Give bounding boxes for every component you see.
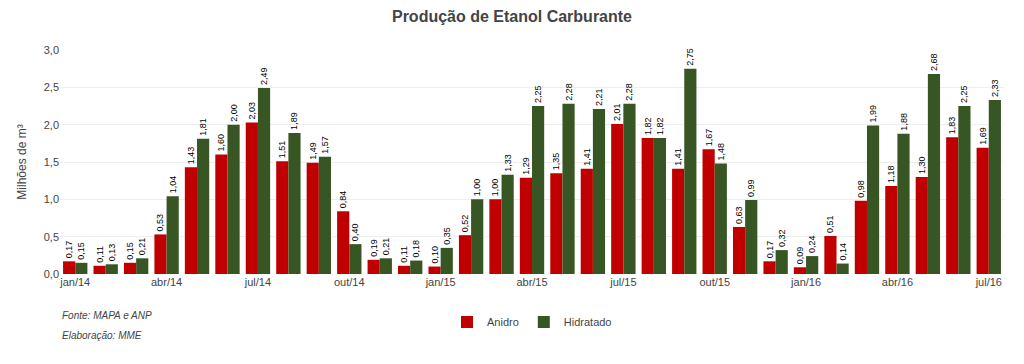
svg-text:1,60: 1,60 xyxy=(216,134,226,152)
svg-text:0,17: 0,17 xyxy=(64,241,74,259)
svg-text:2,68: 2,68 xyxy=(929,53,939,71)
svg-text:1,88: 1,88 xyxy=(899,113,909,131)
svg-text:1,29: 1,29 xyxy=(521,157,531,175)
svg-text:1,82: 1,82 xyxy=(655,118,665,136)
svg-text:0,21: 0,21 xyxy=(381,238,391,256)
svg-text:1,30: 1,30 xyxy=(917,156,927,174)
svg-text:1,35: 1,35 xyxy=(551,153,561,171)
svg-text:0,17: 0,17 xyxy=(765,241,775,259)
svg-text:1,83: 1,83 xyxy=(947,117,957,135)
svg-text:0,15: 0,15 xyxy=(125,242,135,260)
svg-text:0,84: 0,84 xyxy=(338,191,348,209)
svg-text:jul/16: jul/16 xyxy=(975,276,1002,288)
svg-text:0,53: 0,53 xyxy=(155,214,165,232)
svg-text:2,75: 2,75 xyxy=(685,48,695,66)
svg-text:0,14: 0,14 xyxy=(838,243,848,261)
svg-text:1,41: 1,41 xyxy=(582,148,592,166)
svg-text:2,28: 2,28 xyxy=(624,83,634,101)
svg-text:2,25: 2,25 xyxy=(533,85,543,103)
svg-text:1,43: 1,43 xyxy=(186,147,196,165)
svg-text:3,0: 3,0 xyxy=(44,44,59,56)
svg-text:Fonte: MAPA e ANP: Fonte: MAPA e ANP xyxy=(62,310,152,321)
svg-text:1,81: 1,81 xyxy=(198,118,208,136)
svg-text:1,49: 1,49 xyxy=(308,142,318,160)
svg-text:Anidro: Anidro xyxy=(487,316,519,328)
svg-text:1,51: 1,51 xyxy=(277,141,287,159)
svg-text:2,25: 2,25 xyxy=(959,85,969,103)
svg-text:jul/14: jul/14 xyxy=(244,276,271,288)
svg-text:0,0: 0,0 xyxy=(44,268,59,280)
svg-text:2,01: 2,01 xyxy=(612,103,622,121)
svg-text:1,41: 1,41 xyxy=(673,148,683,166)
svg-text:0,13: 0,13 xyxy=(107,244,117,262)
svg-text:jan/16: jan/16 xyxy=(790,276,821,288)
svg-text:1,5: 1,5 xyxy=(44,156,59,168)
svg-text:2,49: 2,49 xyxy=(259,68,269,86)
svg-text:2,28: 2,28 xyxy=(564,83,574,101)
svg-text:1,67: 1,67 xyxy=(704,129,714,147)
svg-text:out/14: out/14 xyxy=(334,276,365,288)
svg-text:abr/14: abr/14 xyxy=(151,276,182,288)
svg-text:1,00: 1,00 xyxy=(472,179,482,197)
svg-text:0,35: 0,35 xyxy=(442,227,452,245)
svg-text:Produção de Etanol Carburante: Produção de Etanol Carburante xyxy=(392,8,632,25)
svg-text:0,99: 0,99 xyxy=(746,180,756,198)
svg-text:abr/16: abr/16 xyxy=(882,276,913,288)
svg-text:0,15: 0,15 xyxy=(76,242,86,260)
svg-text:1,33: 1,33 xyxy=(503,154,513,172)
svg-text:2,5: 2,5 xyxy=(44,81,59,93)
svg-text:1,18: 1,18 xyxy=(886,165,896,183)
svg-text:0,11: 0,11 xyxy=(399,246,409,263)
svg-text:Elaboração: MME: Elaboração: MME xyxy=(62,330,142,341)
svg-text:2,21: 2,21 xyxy=(594,88,604,106)
svg-text:0,21: 0,21 xyxy=(137,238,147,256)
svg-text:0,98: 0,98 xyxy=(856,180,866,198)
svg-text:out/15: out/15 xyxy=(699,276,730,288)
svg-text:0,51: 0,51 xyxy=(825,215,835,233)
svg-text:0,19: 0,19 xyxy=(369,239,379,257)
svg-text:0,40: 0,40 xyxy=(350,224,360,242)
svg-text:jul/15: jul/15 xyxy=(609,276,636,288)
svg-text:2,33: 2,33 xyxy=(990,79,1000,97)
svg-text:1,89: 1,89 xyxy=(289,112,299,130)
svg-text:1,99: 1,99 xyxy=(868,105,878,123)
svg-text:0,09: 0,09 xyxy=(795,247,805,265)
svg-text:1,57: 1,57 xyxy=(320,136,330,154)
svg-text:1,82: 1,82 xyxy=(643,118,653,136)
svg-text:1,48: 1,48 xyxy=(716,143,726,161)
svg-text:jan/15: jan/15 xyxy=(425,276,456,288)
svg-text:Milhões de m³: Milhões de m³ xyxy=(15,124,29,199)
svg-text:0,52: 0,52 xyxy=(460,215,470,233)
svg-text:0,10: 0,10 xyxy=(430,246,440,264)
svg-text:0,18: 0,18 xyxy=(411,240,421,258)
svg-text:2,03: 2,03 xyxy=(247,102,257,120)
svg-text:1,0: 1,0 xyxy=(44,193,59,205)
svg-text:1,04: 1,04 xyxy=(168,176,178,194)
svg-text:0,24: 0,24 xyxy=(807,236,817,254)
svg-text:Hidratado: Hidratado xyxy=(564,316,612,328)
svg-text:2,00: 2,00 xyxy=(229,104,239,122)
svg-text:0,11: 0,11 xyxy=(95,246,105,263)
svg-text:0,63: 0,63 xyxy=(734,206,744,224)
svg-text:1,69: 1,69 xyxy=(978,127,988,145)
svg-text:0,32: 0,32 xyxy=(777,230,787,248)
svg-text:abr/15: abr/15 xyxy=(516,276,547,288)
svg-text:0,5: 0,5 xyxy=(44,231,59,243)
svg-text:1,00: 1,00 xyxy=(490,179,500,197)
svg-text:2,0: 2,0 xyxy=(44,119,59,131)
svg-text:jan/14: jan/14 xyxy=(59,276,90,288)
